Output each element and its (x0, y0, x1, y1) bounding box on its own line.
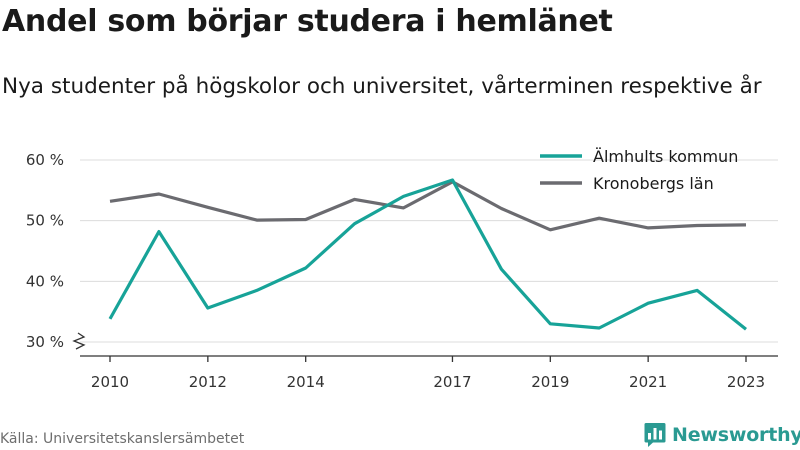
x-tick-label: 2012 (189, 373, 227, 391)
gridlines (80, 159, 778, 343)
x-tick-label: 2019 (531, 373, 569, 391)
x-tick-label: 2021 (629, 373, 667, 391)
series-line-kronoberg (109, 180, 747, 232)
y-tick-label: 60 % (26, 151, 64, 169)
y-tick-label: 30 % (26, 333, 64, 351)
y-tick-label: 50 % (26, 212, 64, 230)
source-note: Källa: Universitetskanslersämbetet (0, 431, 245, 447)
axes: 30 % 40 % 50 % 60 % 2010 2012 2014 2017 2019 2021… (26, 151, 778, 391)
x-tick-label: 2017 (433, 373, 471, 391)
legend-label: Kronobergs län (593, 174, 714, 193)
bar-chart-speech-bubble-icon (644, 423, 666, 447)
series-lines (108, 178, 747, 331)
y-tick-label: 40 % (26, 272, 64, 290)
x-tick-label: 2010 (91, 373, 129, 391)
brand-name: Newsworthy (672, 424, 800, 446)
axis-break-icon (72, 332, 86, 350)
chart-subtitle: Nya studenter på högskolor och universit… (2, 74, 762, 99)
legend-label: Älmhults kommun (593, 147, 738, 166)
series-line-almhult (108, 178, 747, 331)
x-tick-label: 2014 (287, 373, 325, 391)
legend: Älmhults kommun Kronobergs län (540, 147, 738, 193)
brand-logo: Newsworthy (644, 421, 800, 449)
chart-title: Andel som börjar studera i hemlänet (2, 4, 613, 39)
x-tick-label: 2023 (727, 373, 765, 391)
